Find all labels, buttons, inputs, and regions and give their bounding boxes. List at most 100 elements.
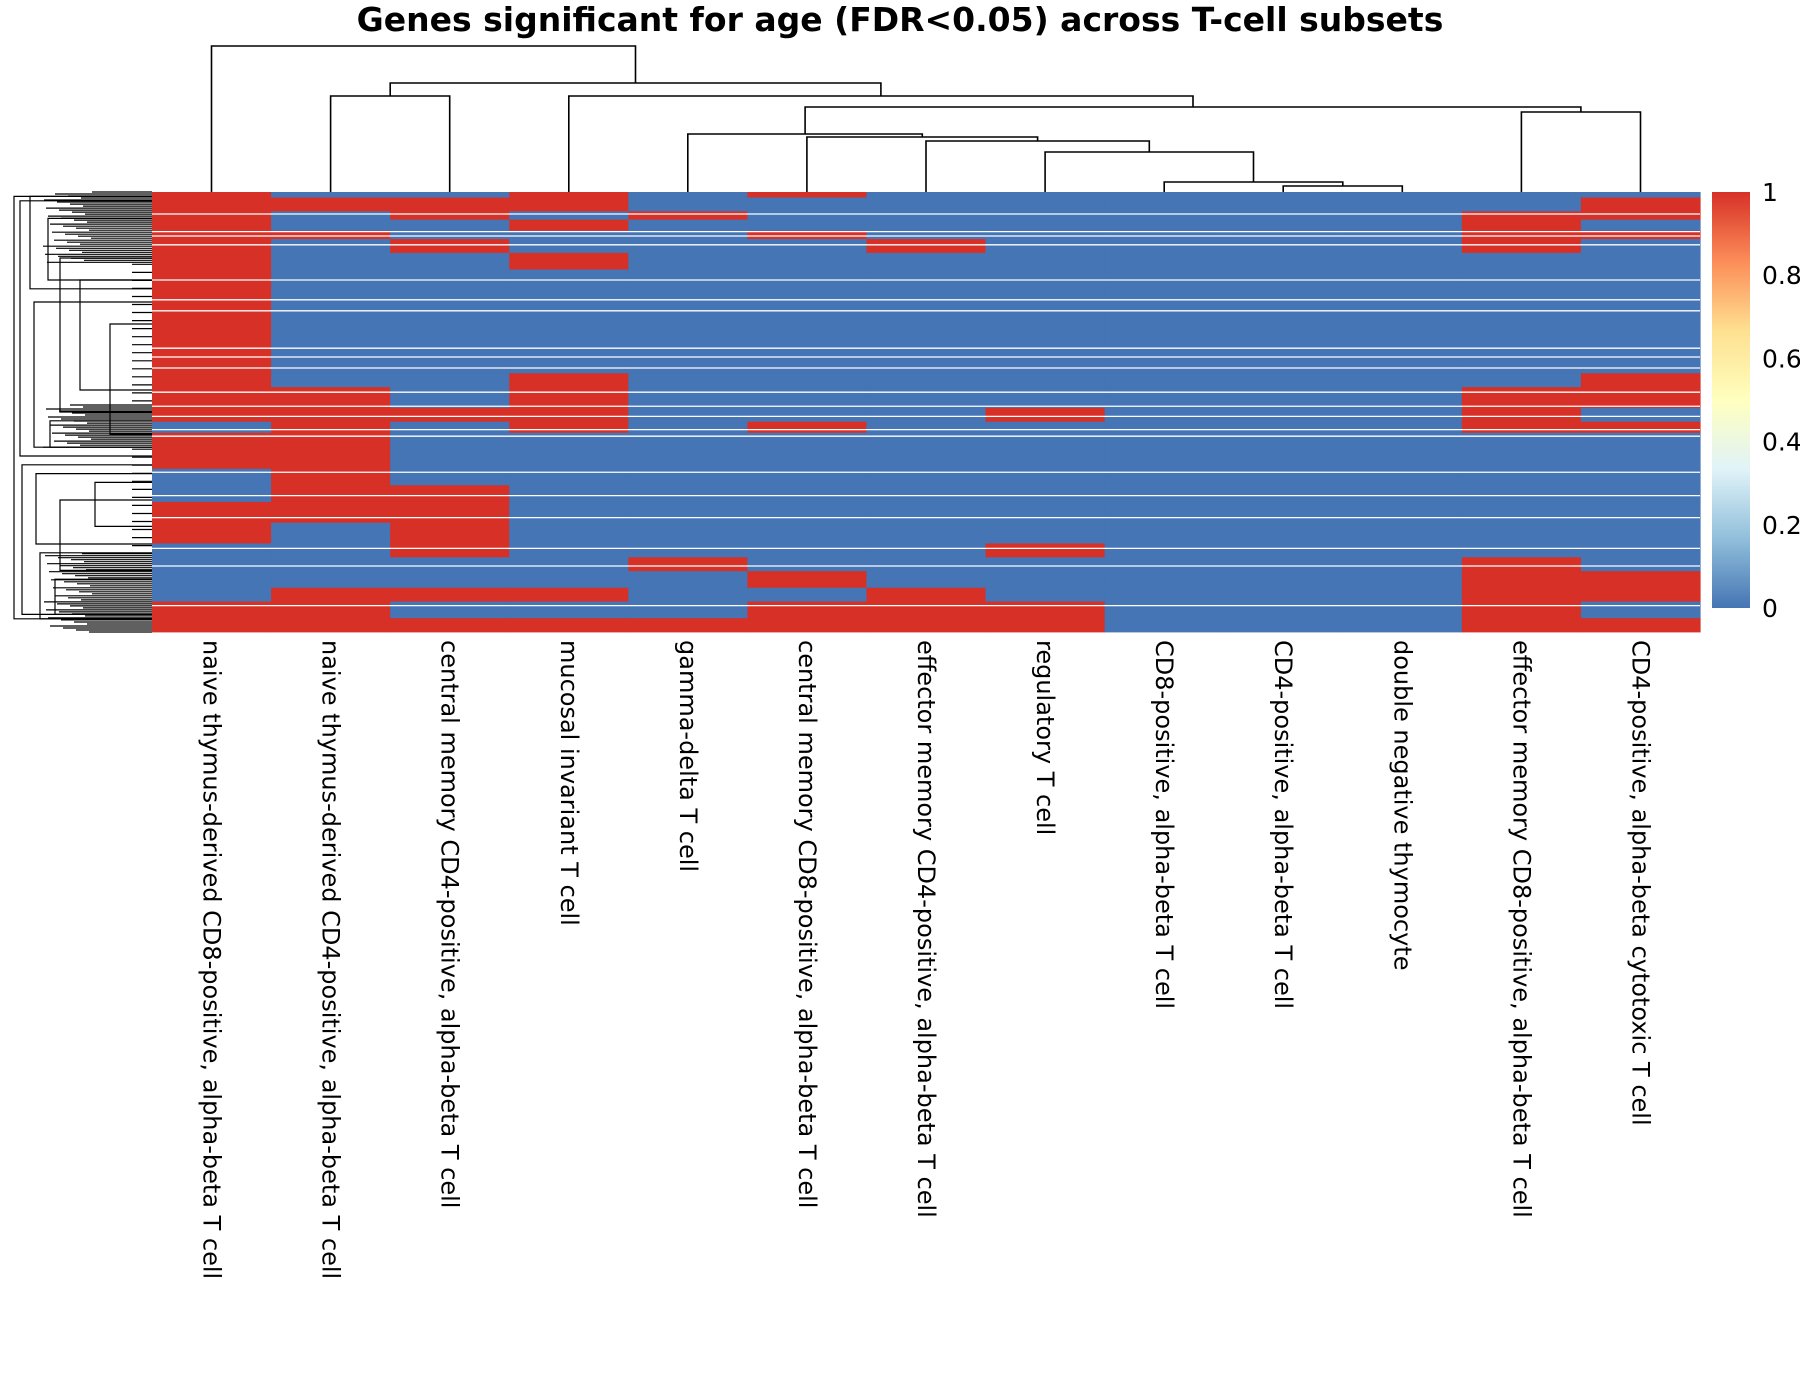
heatmap-cell-b18-c11 xyxy=(1461,557,1582,572)
colorbar-tick-label: 1 xyxy=(1762,178,1778,207)
heatmap-cell-b15-c0 xyxy=(152,501,272,524)
column-label-11: effector memory CD8-positive, alpha-beta… xyxy=(1507,640,1535,1218)
heatmap-cell-b15-c10 xyxy=(1342,501,1463,524)
heatmap-cell-b1-c7 xyxy=(985,197,1106,212)
heatmap-cell-b5-c11 xyxy=(1461,239,1582,254)
heatmap-cell-b8-c5 xyxy=(747,373,868,388)
heatmap-cell-b2-c4 xyxy=(628,211,748,221)
heatmap-cell-b1-c4 xyxy=(628,197,748,212)
heatmap-cell-b1-c0 xyxy=(152,197,272,212)
heatmap-cell-b0-c3 xyxy=(509,192,629,198)
heatmap-cell-b14-c4 xyxy=(628,485,748,503)
heatmap-cell-b2-c7 xyxy=(985,211,1106,221)
heatmap-cell-b8-c4 xyxy=(628,373,748,388)
heatmap-cell-b21-c4 xyxy=(628,601,748,619)
heatmap-cell-b11-c7 xyxy=(985,421,1106,434)
column-dendrogram xyxy=(210,45,1642,192)
heatmap-cell-b13-c9 xyxy=(1223,468,1344,486)
row-separators xyxy=(152,213,1700,607)
heatmap-cell-b2-c2 xyxy=(390,211,510,221)
heatmap-cell-b15-c8 xyxy=(1104,501,1225,524)
heatmap-cell-b2-c6 xyxy=(866,211,987,221)
heatmap-cell-b3-c8 xyxy=(1104,219,1225,232)
heatmap-cell-b9-c0 xyxy=(152,387,272,409)
heatmap-cell-b5-c8 xyxy=(1104,239,1225,254)
heatmap-cell-b9-c7 xyxy=(985,387,1106,409)
row-dendrogram-branch xyxy=(94,481,152,527)
heatmap-cell-b1-c1 xyxy=(271,197,391,212)
column-label-3: mucosal invariant T cell xyxy=(555,640,583,926)
heatmap-cell-b2-c12 xyxy=(1580,211,1701,221)
heatmap-cell-b13-c6 xyxy=(866,468,987,486)
heatmap-cell-b19-c1 xyxy=(271,571,391,589)
heatmap-cell-b11-c9 xyxy=(1223,421,1344,434)
heatmap-cell-b21-c7 xyxy=(985,601,1106,619)
heatmap-cell-b6-c10 xyxy=(1342,252,1463,270)
heatmap-cell-b19-c6 xyxy=(866,571,987,589)
heatmap-cell-b12-c4 xyxy=(628,432,748,470)
heatmap-cell-b17-c6 xyxy=(866,543,987,558)
heatmap-cell-b16-c8 xyxy=(1104,522,1225,544)
heatmap-cell-b5-c4 xyxy=(628,239,748,254)
heatmap-cell-b8-c7 xyxy=(985,373,1106,388)
heatmap-cell-b22-c5 xyxy=(747,618,868,633)
heatmap-cell-b22-c10 xyxy=(1342,618,1463,633)
heatmap-cell-b9-c5 xyxy=(747,387,868,409)
heatmap-cell-b2-c5 xyxy=(747,211,868,221)
heatmap-cell-b4-c11 xyxy=(1461,230,1582,240)
heatmap-cell-b3-c6 xyxy=(866,219,987,232)
heatmap-cell-b10-c4 xyxy=(628,407,748,423)
heatmap-cell-b10-c10 xyxy=(1342,407,1463,423)
heatmap-cell-b15-c5 xyxy=(747,501,868,524)
row-dendrogram-branch xyxy=(19,200,152,457)
heatmap-cell-b15-c7 xyxy=(985,501,1106,524)
heatmap-cell-b0-c10 xyxy=(1342,192,1463,198)
heatmap-cell-b21-c11 xyxy=(1461,601,1582,619)
heatmap-cell-b9-c8 xyxy=(1104,387,1225,409)
heatmap-cell-b5-c7 xyxy=(985,239,1106,254)
heatmap-cell-b19-c3 xyxy=(509,571,629,589)
colorbar-gradient xyxy=(1712,192,1750,608)
heatmap-cell-b20-c11 xyxy=(1461,587,1582,602)
heatmap-cell-b8-c10 xyxy=(1342,373,1463,388)
heatmap-cell-b14-c5 xyxy=(747,485,868,503)
heatmap-cell-b3-c10 xyxy=(1342,219,1463,232)
heatmap-cell-b4-c1 xyxy=(271,230,391,240)
column-labels: naive thymus-derived CD8-positive, alpha… xyxy=(198,640,1655,1279)
heatmap-cell-b14-c8 xyxy=(1104,485,1225,503)
heatmap-cell-b6-c11 xyxy=(1461,252,1582,270)
heatmap-cell-b10-c7 xyxy=(985,407,1106,423)
heatmap-cell-b2-c3 xyxy=(509,211,629,221)
heatmap-cell-b18-c9 xyxy=(1223,557,1344,572)
heatmap-cell-b17-c10 xyxy=(1342,543,1463,558)
heatmap-cell-b10-c11 xyxy=(1461,407,1582,423)
heatmap-cell-b5-c2 xyxy=(390,239,510,254)
heatmap-cell-b13-c3 xyxy=(509,468,629,486)
heatmap-cell-b1-c10 xyxy=(1342,197,1463,212)
heatmap-cell-b3-c0 xyxy=(152,219,272,232)
heatmap-cell-b14-c1 xyxy=(271,485,391,503)
column-dendrogram-branch xyxy=(329,95,451,192)
column-label-10: double negative thymocyte xyxy=(1388,640,1416,970)
heatmap-cell-b7-c8 xyxy=(1104,269,1225,374)
heatmap-cell-b3-c1 xyxy=(271,219,391,232)
heatmap-cell-b9-c2 xyxy=(390,387,510,409)
heatmap-cell-b1-c5 xyxy=(747,197,868,212)
heatmap-cell-b3-c4 xyxy=(628,219,748,232)
column-dendrogram-branch xyxy=(1520,111,1642,192)
heatmap-cell-b17-c0 xyxy=(152,543,272,558)
heatmap-cell-b4-c5 xyxy=(747,230,868,240)
heatmap-cell-b8-c2 xyxy=(390,373,510,388)
colorbar-tick-label: 0 xyxy=(1762,594,1778,623)
colorbar-tick-label: 0.4 xyxy=(1762,428,1800,457)
heatmap-cell-b21-c10 xyxy=(1342,601,1463,619)
heatmap-cell-b3-c12 xyxy=(1580,219,1701,232)
heatmap-cell-b0-c2 xyxy=(390,192,510,198)
heatmap-cell-b16-c1 xyxy=(271,522,391,544)
heatmap-cell-b21-c6 xyxy=(866,601,987,619)
heatmap-cell-b7-c9 xyxy=(1223,269,1344,374)
row-dendrogram-branch xyxy=(35,473,152,545)
heatmap-cell-b12-c7 xyxy=(985,432,1106,470)
column-label-7: regulatory T cell xyxy=(1031,640,1059,835)
heatmap-cell-b4-c6 xyxy=(866,230,987,240)
